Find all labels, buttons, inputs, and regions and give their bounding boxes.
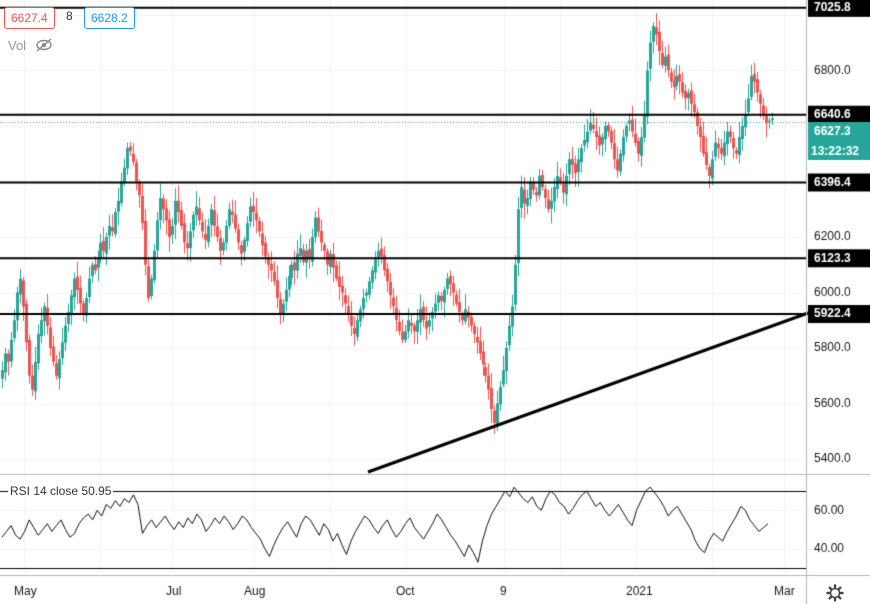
rsi-label: RSI 14 close 50.95 xyxy=(8,484,114,498)
rsi-label-text: RSI 14 close xyxy=(10,484,79,498)
eye-crossed-icon[interactable] xyxy=(35,37,53,53)
quantity-value[interactable]: 8 xyxy=(66,9,73,23)
rsi-value: 50.95 xyxy=(81,484,112,498)
volume-label: Vol xyxy=(8,38,27,53)
buy-price-box[interactable]: 6628.2 xyxy=(84,7,135,29)
sell-price-box[interactable]: 6627.4 xyxy=(4,7,55,29)
gear-icon[interactable] xyxy=(826,584,844,602)
